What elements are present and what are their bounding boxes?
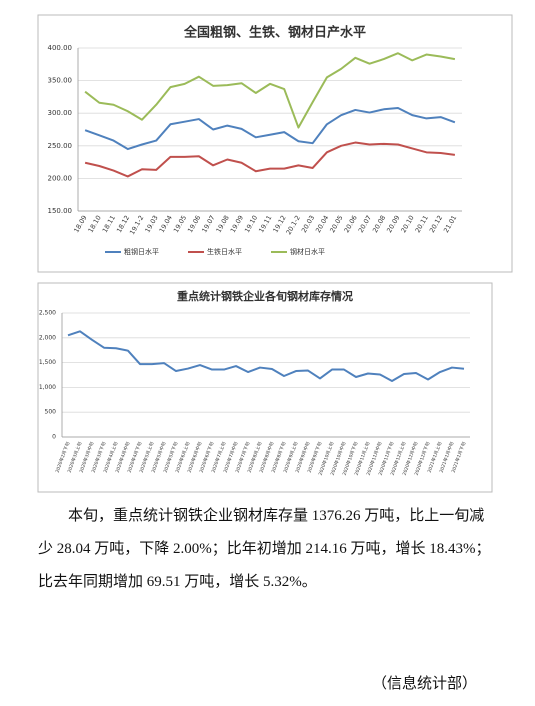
- y-tick-label: 1,000: [39, 384, 56, 391]
- legend-label: 生铁日水平: [207, 247, 242, 256]
- y-tick-label: 0: [52, 434, 56, 441]
- y-tick-label: 300.00: [48, 109, 73, 117]
- chart-frame: [37, 14, 513, 273]
- paragraph: 本旬，重点统计钢铁企业钢材库存量 1376.26 万吨，比上一旬减少 28.04…: [38, 508, 491, 590]
- y-tick-label: 2,500: [39, 310, 56, 317]
- y-tick-label: 400.00: [48, 44, 73, 52]
- legend-label: 钢材日水平: [290, 247, 325, 256]
- y-tick-label: 1,500: [39, 359, 56, 366]
- line-series: [84, 52, 456, 129]
- y-tick-label: 2,000: [39, 334, 56, 341]
- chart-title: 重点统计钢铁企业各旬钢材库存情况: [177, 289, 353, 303]
- charts: 全国粗钢、生铁、钢材日产水平 150.00 200.00 250.00 300.00 35…: [37, 14, 513, 493]
- line-series: [67, 330, 465, 382]
- y-tick-label: 500: [45, 409, 57, 416]
- y-tick-label: 350.00: [48, 77, 73, 85]
- y-tick-label: 150.00: [48, 207, 73, 215]
- line-series: [84, 141, 456, 178]
- y-tick-label: 200.00: [48, 174, 73, 182]
- chart-title: 全国粗钢、生铁、钢材日产水平: [183, 25, 366, 41]
- footer: （信息统计部）: [372, 676, 478, 692]
- y-tick-label: 250.00: [48, 142, 73, 150]
- line-series: [84, 106, 456, 151]
- legend-label: 粗钢日水平: [124, 247, 159, 256]
